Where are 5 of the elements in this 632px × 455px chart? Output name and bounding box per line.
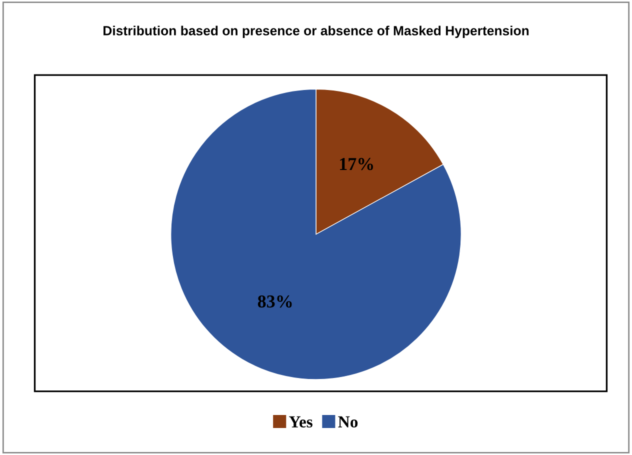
legend-label: No <box>338 416 358 428</box>
legend-label: Yes <box>289 416 312 428</box>
data-label: 17% <box>340 158 374 170</box>
chart-title: Distribution based on presence or absence of Masked Hypertension <box>104 26 529 38</box>
data-label: 83% <box>258 295 292 308</box>
